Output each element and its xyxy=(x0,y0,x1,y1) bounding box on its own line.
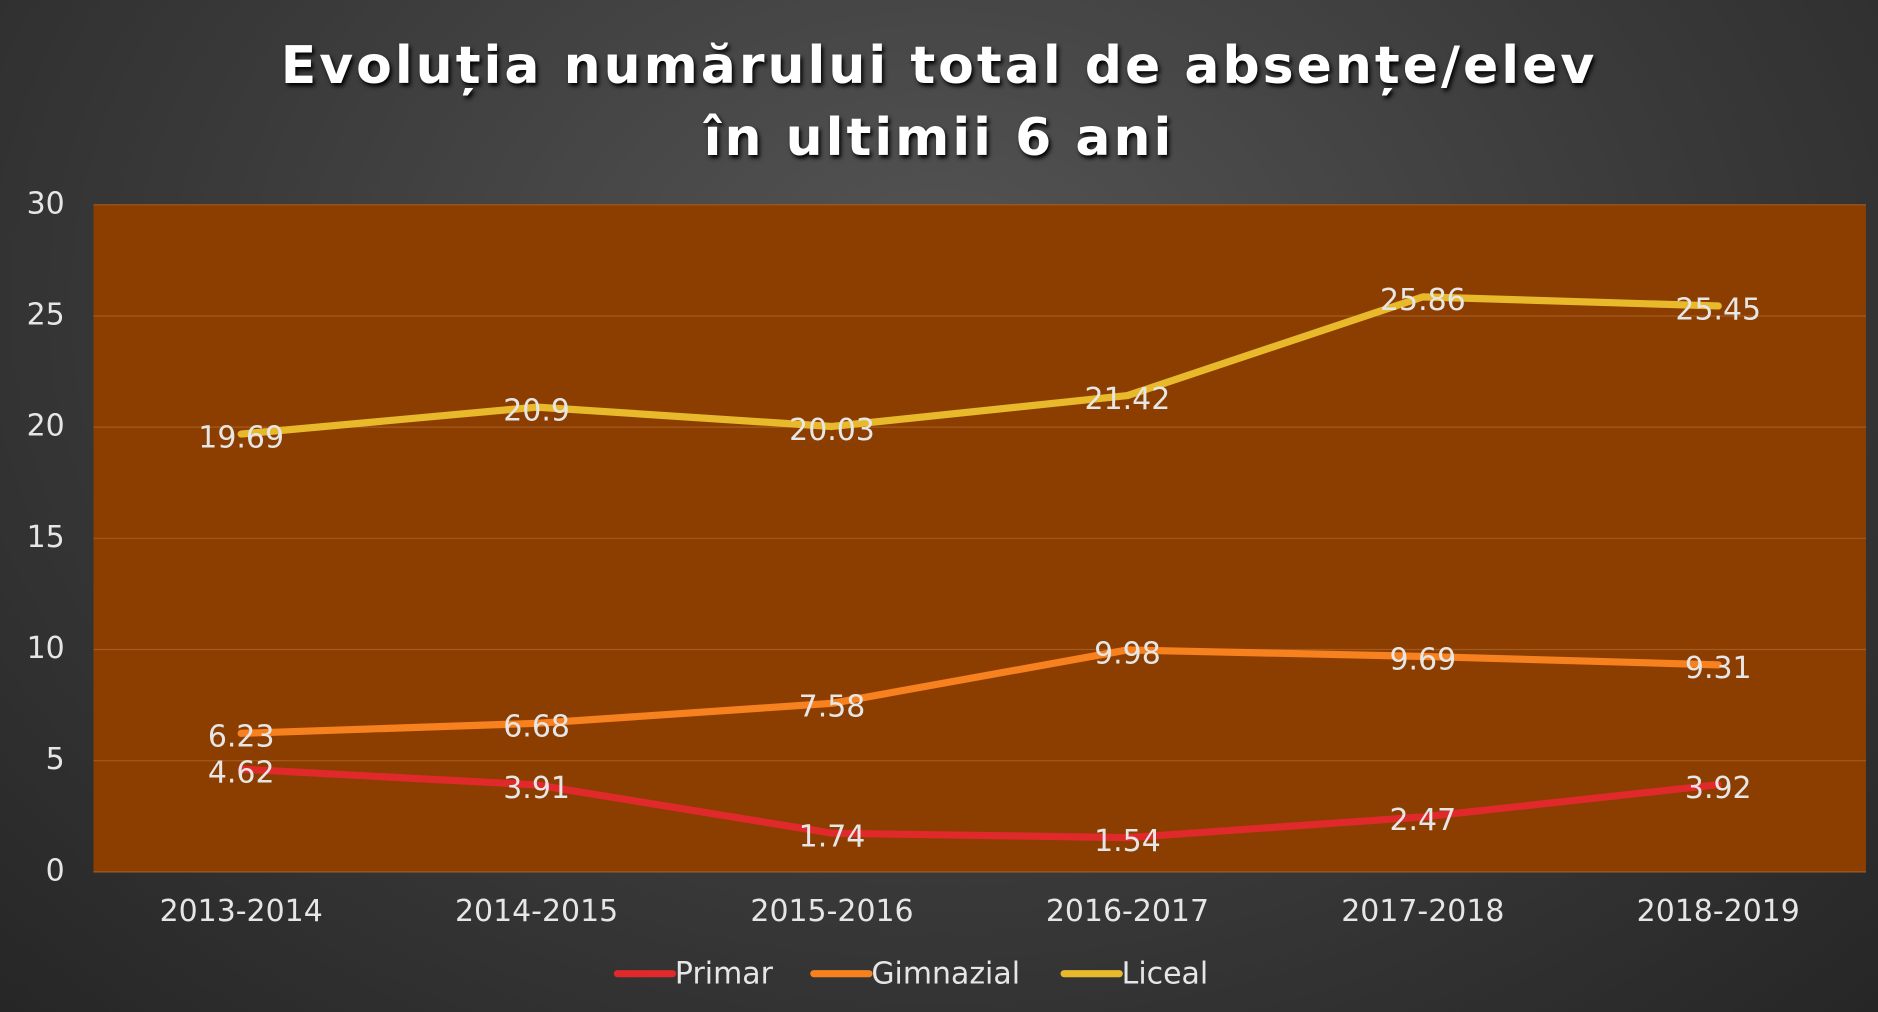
legend-label: Gimnazial xyxy=(871,956,1020,991)
y-tick-label: 25 xyxy=(27,297,65,332)
data-label: 19.69 xyxy=(198,420,284,455)
legend-label: Primar xyxy=(675,956,774,991)
y-tick-label: 20 xyxy=(27,409,65,444)
data-label: 9.69 xyxy=(1390,643,1457,678)
data-label: 3.91 xyxy=(503,771,570,806)
data-label: 4.62 xyxy=(208,755,275,790)
series-line xyxy=(237,646,1722,737)
data-label: 25.45 xyxy=(1675,292,1761,327)
data-label: 9.98 xyxy=(1094,636,1161,671)
y-tick-label: 0 xyxy=(46,853,65,888)
series-line xyxy=(237,765,1722,842)
x-tick-label: 2016-2017 xyxy=(1046,894,1209,929)
series-line xyxy=(237,293,1722,438)
data-label: 6.68 xyxy=(503,710,570,745)
x-tick-label: 2013-2014 xyxy=(160,894,323,929)
x-tick-label: 2015-2016 xyxy=(750,894,913,929)
x-tick-label: 2018-2019 xyxy=(1637,894,1800,929)
data-label: 20.03 xyxy=(789,413,875,448)
y-tick-label: 5 xyxy=(46,742,65,777)
data-label: 1.54 xyxy=(1094,824,1161,859)
x-tick-label: 2014-2015 xyxy=(455,894,618,929)
y-tick-label: 15 xyxy=(27,520,65,555)
data-label: 25.86 xyxy=(1380,283,1466,318)
data-label: 1.74 xyxy=(799,819,866,854)
data-label: 6.23 xyxy=(208,720,275,755)
x-tick-label: 2017-2018 xyxy=(1341,894,1504,929)
legend-label: Liceal xyxy=(1122,956,1209,991)
data-label: 3.92 xyxy=(1685,771,1752,806)
data-label: 21.42 xyxy=(1085,382,1171,417)
y-tick-label: 10 xyxy=(27,631,65,666)
chart-title: Evoluția numărului total de absențe/elev… xyxy=(280,36,1598,168)
y-tick-label: 30 xyxy=(27,186,65,221)
data-label: 7.58 xyxy=(799,690,866,725)
data-label: 2.47 xyxy=(1390,803,1457,838)
data-label: 9.31 xyxy=(1685,651,1752,686)
data-label: 20.9 xyxy=(503,393,570,428)
